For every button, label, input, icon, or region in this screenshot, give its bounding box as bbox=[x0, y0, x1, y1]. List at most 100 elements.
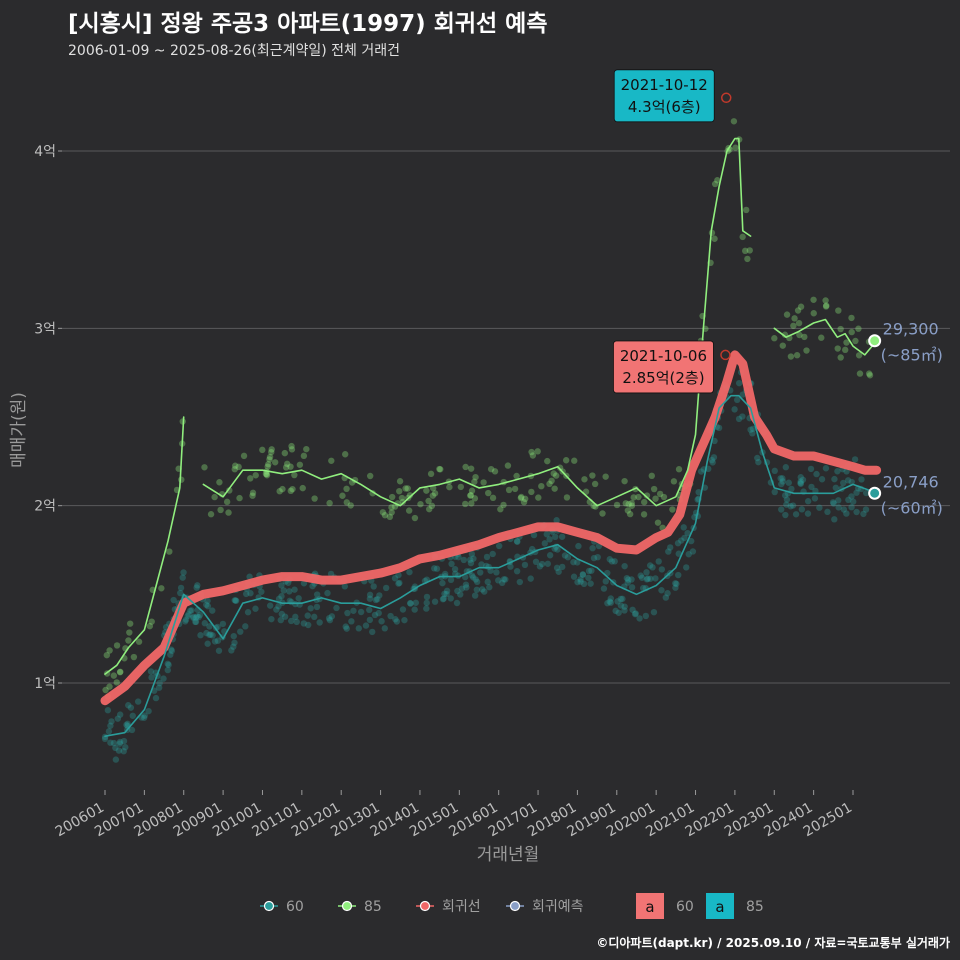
scatter-point-60 bbox=[452, 570, 459, 577]
scatter-point-85 bbox=[589, 472, 596, 479]
scatter-point-60 bbox=[589, 544, 596, 552]
scatter-point-60 bbox=[538, 560, 546, 568]
legend-label-item-85[interactable]: a 85 bbox=[706, 893, 764, 919]
scatter-point-60 bbox=[141, 712, 148, 719]
scatter-point-85 bbox=[480, 479, 487, 486]
legend-item-회귀예측[interactable]: 회귀예측 bbox=[506, 899, 584, 915]
scatter-point-85 bbox=[467, 492, 475, 499]
scatter-point-60 bbox=[203, 601, 210, 608]
scatter-point-85 bbox=[626, 510, 634, 518]
scatter-point-85 bbox=[810, 310, 817, 317]
scatter-point-60 bbox=[604, 599, 611, 607]
scatter-point-60 bbox=[495, 577, 502, 584]
scatter-point-60 bbox=[201, 620, 208, 627]
scatter-point-60 bbox=[447, 576, 455, 584]
scatter-point-60 bbox=[777, 475, 784, 482]
scatter-point-60 bbox=[755, 458, 762, 466]
scatter-point-60 bbox=[484, 578, 491, 586]
scatter-point-60 bbox=[695, 488, 702, 496]
legend-label-item-60[interactable]: a 60 bbox=[636, 893, 694, 919]
scatter-point-85 bbox=[500, 501, 507, 509]
scatter-point-60 bbox=[498, 579, 506, 587]
scatter-point-85 bbox=[265, 461, 272, 468]
scatter-point-60 bbox=[843, 510, 850, 517]
scatter-point-60 bbox=[754, 454, 761, 462]
scatter-point-60 bbox=[128, 726, 136, 734]
scatter-point-85 bbox=[548, 477, 555, 485]
legend-item-60[interactable]: 60 bbox=[260, 899, 304, 915]
scatter-point-60 bbox=[214, 637, 222, 644]
scatter-point-85 bbox=[303, 445, 310, 453]
scatter-point-85 bbox=[660, 493, 668, 501]
scatter-point-60 bbox=[771, 467, 778, 475]
scatter-point-85 bbox=[423, 487, 430, 494]
scatter-point-60 bbox=[570, 573, 578, 580]
scatter-point-85 bbox=[211, 493, 218, 501]
scatter-point-60 bbox=[431, 565, 438, 572]
scatter-point-85 bbox=[511, 485, 519, 493]
scatter-point-85 bbox=[231, 466, 238, 473]
scatter-point-60 bbox=[295, 595, 302, 602]
scatter-point-60 bbox=[258, 588, 265, 595]
scatter-point-85 bbox=[625, 500, 632, 508]
scatter-point-85 bbox=[300, 452, 308, 460]
annotation-2021-10-12: 2021-10-12 4.3억(6층) bbox=[613, 69, 732, 123]
scatter-point-85 bbox=[581, 476, 588, 483]
legend-swatch-dot bbox=[263, 900, 275, 912]
scatter-point-85 bbox=[472, 473, 479, 481]
scatter-point-60 bbox=[115, 747, 123, 754]
scatter-point-60 bbox=[107, 739, 114, 746]
scatter-point-60 bbox=[104, 707, 112, 714]
scatter-point-60 bbox=[462, 581, 470, 588]
scatter-point-85 bbox=[404, 485, 411, 492]
scatter-point-85 bbox=[467, 465, 475, 472]
scatter-point-85 bbox=[856, 370, 864, 377]
series-lines bbox=[100, 137, 882, 737]
scatter-point-85 bbox=[783, 311, 791, 318]
scatter-point-60 bbox=[514, 538, 521, 545]
scatter-point-60 bbox=[372, 596, 380, 604]
scatter-point-60 bbox=[328, 613, 336, 620]
scatter-point-85 bbox=[291, 471, 298, 479]
legend-item-회귀선[interactable]: 회귀선 bbox=[416, 899, 481, 915]
scatter-point-60 bbox=[600, 585, 608, 592]
scatter-point-85 bbox=[268, 448, 275, 456]
scatter-point-85 bbox=[628, 499, 635, 507]
scatter-point-85 bbox=[822, 303, 830, 310]
scatter-point-85 bbox=[834, 345, 841, 352]
scatter-point-60 bbox=[448, 560, 455, 568]
scatter-point-60 bbox=[116, 738, 124, 746]
scatter-point-60 bbox=[112, 756, 120, 763]
scatter-point-60 bbox=[280, 587, 287, 594]
scatter-point-60 bbox=[799, 476, 807, 483]
scatter-point-60 bbox=[371, 611, 379, 619]
scatter-point-60 bbox=[715, 424, 723, 432]
scatter-point-85 bbox=[505, 486, 513, 494]
legend-item-85[interactable]: 85 bbox=[338, 899, 382, 915]
scatter-point-60 bbox=[273, 606, 280, 613]
scatter-point-60 bbox=[190, 614, 197, 621]
series-line-85 bbox=[773, 318, 878, 356]
scatter-point-60 bbox=[463, 584, 470, 591]
scatter-point-60 bbox=[194, 582, 201, 589]
scatter-point-85 bbox=[628, 502, 636, 509]
scatter-point-60 bbox=[122, 744, 129, 751]
scatter-point-85 bbox=[714, 177, 721, 184]
scatter-point-60 bbox=[689, 548, 697, 555]
scatter-point-60 bbox=[116, 740, 123, 747]
scatter-point-85 bbox=[865, 370, 873, 377]
scatter-point-85 bbox=[796, 331, 803, 339]
scatter-point-60 bbox=[382, 584, 390, 592]
annotation-2021-10-06: 2021-10-06 2.85억(2층) bbox=[613, 340, 731, 394]
scatter-point-60 bbox=[325, 615, 333, 622]
scatter-point-85 bbox=[643, 492, 651, 499]
scatter-point-60 bbox=[355, 625, 362, 632]
scatter-point-60 bbox=[731, 406, 738, 413]
scatter-point-85 bbox=[591, 480, 599, 488]
scatter-point-60 bbox=[513, 538, 521, 545]
scatter-point-60 bbox=[468, 572, 476, 579]
scatter-point-60 bbox=[293, 618, 300, 626]
scatter-point-85 bbox=[431, 490, 439, 497]
scatter-point-85 bbox=[711, 180, 719, 188]
scatter-point-60 bbox=[624, 579, 631, 586]
